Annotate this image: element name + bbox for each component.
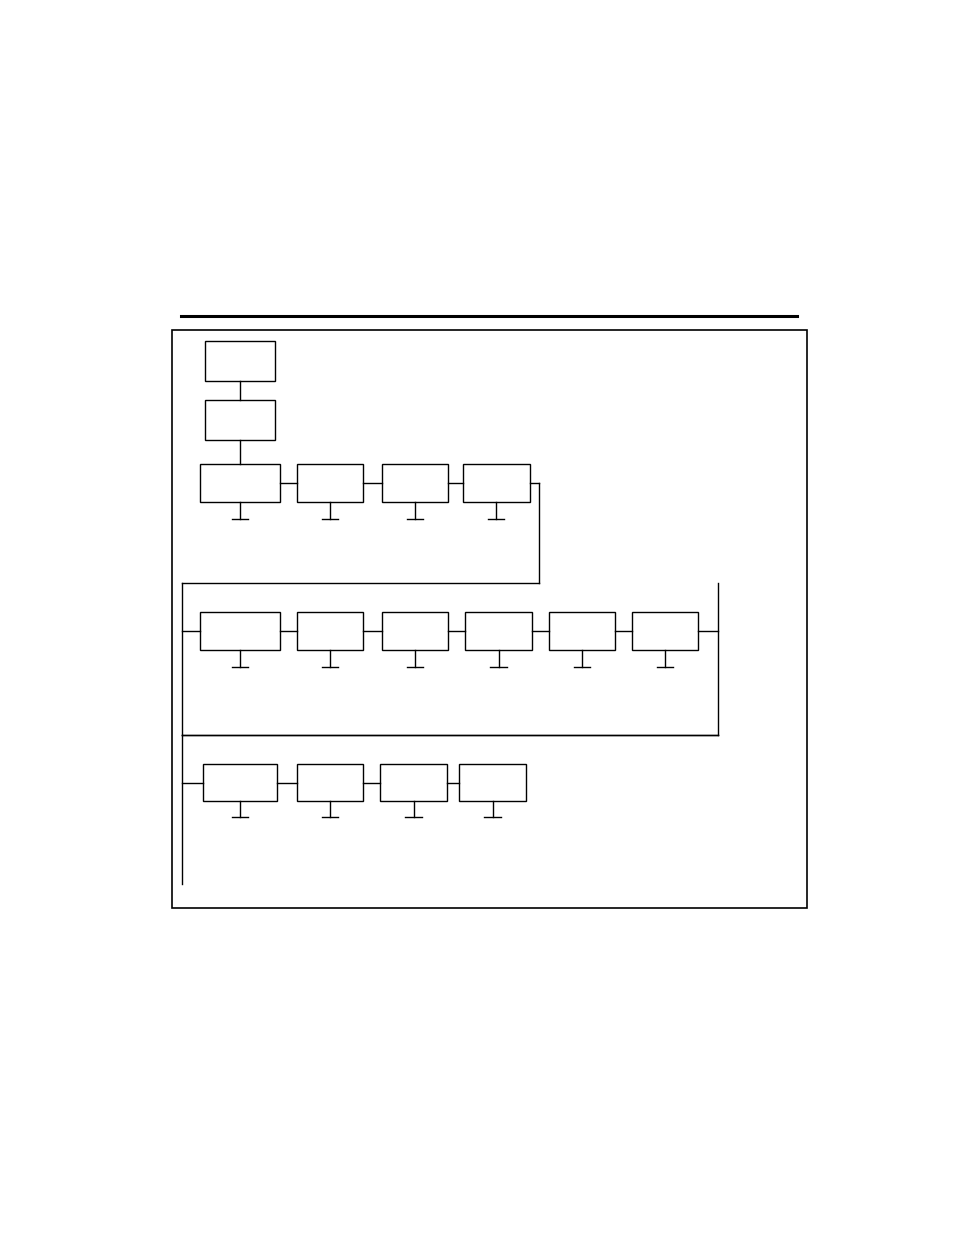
Bar (548, 611, 615, 651)
Bar (205, 341, 274, 382)
Bar (296, 464, 363, 503)
Bar (380, 764, 446, 802)
Bar (203, 764, 276, 802)
Bar (205, 400, 274, 441)
Bar (381, 611, 448, 651)
Bar (462, 464, 529, 503)
Bar (465, 611, 531, 651)
Bar (296, 764, 363, 802)
Bar (199, 464, 279, 503)
Bar (459, 764, 525, 802)
Bar (199, 611, 279, 651)
Bar (296, 611, 363, 651)
Bar (631, 611, 698, 651)
Bar (381, 464, 448, 503)
Bar (172, 330, 806, 908)
